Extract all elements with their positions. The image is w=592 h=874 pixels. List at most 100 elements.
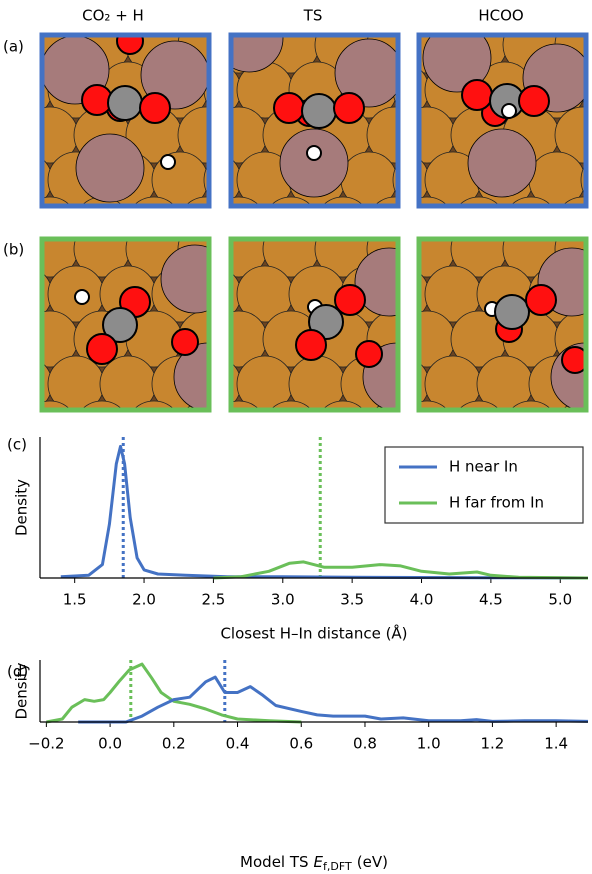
surface [0,0,260,208]
cu-atom [0,107,26,163]
image-border [228,236,401,413]
image-border [39,32,212,209]
h-atom [306,145,322,161]
cu-atom [185,446,241,502]
cu-atom [366,106,400,164]
x-tick-label: 1.2 [480,735,504,753]
chart: (d)Density Model TS Ef,DFT (eV) −0.2 0.0 0.2 0.… [7,660,589,874]
x-tick-label: 0.4 [226,735,250,753]
cu-atom [0,311,26,367]
o-atom [171,328,199,356]
x-tick-label: 0.6 [289,735,313,753]
o-atom [86,333,118,365]
structure-image [185,236,401,502]
column-header: TS [303,7,323,25]
y-axis-label: Density [13,479,31,536]
surface [185,237,400,502]
in-atom [229,33,284,73]
cu-atom [554,106,588,164]
cu-atom [341,0,397,28]
density-line [60,444,589,580]
o-atom [333,92,365,124]
o-atom [273,92,305,124]
in-atom [354,247,400,317]
image-border [228,32,401,209]
x-tick-label: 4.5 [479,591,503,609]
x-tick-label: 3.5 [340,591,364,609]
in-atom [334,38,400,108]
in-atom [422,33,492,93]
panel-label: (a) [3,38,24,56]
panel-label: (c) [7,436,27,454]
o-atom [139,92,171,124]
y-axis-label: Density [13,662,31,719]
panel-label: (d) [7,663,28,681]
x-label-unit: (eV) [357,853,388,871]
cu-atom [237,446,293,502]
o-atom [561,346,588,374]
chart: (c) Density Closest H–In distance (Å) 1.5 2.… [7,436,589,643]
o-atom [355,340,383,368]
structure-image [0,236,312,502]
x-tick-label: 0.8 [353,735,377,753]
cu-atom [0,0,52,28]
column-header: CO₂ + H [82,7,144,25]
c-atom [494,294,530,330]
x-tick-label: −0.2 [28,735,64,753]
x-tick-label: 2.0 [132,591,156,609]
panel-label: (b) [3,241,24,259]
density-line [213,560,589,580]
structure-image [373,0,592,209]
x-tick-label: 0.2 [162,735,186,753]
structure-image [416,236,589,413]
cu-atom [256,446,312,502]
in-atom [75,133,145,203]
o-atom [116,33,144,55]
x-tick-label: 2.5 [201,591,225,609]
cu-atom [204,446,260,502]
cu-atom [152,446,208,502]
structure-image [0,0,260,209]
o-atom [518,85,550,117]
cu-atom [152,0,208,28]
cu-atom [237,0,293,28]
density-line [46,662,302,724]
cu-atom [581,0,592,28]
cu-atom [289,446,345,502]
h-atom [160,154,176,170]
cu-atom [373,0,429,28]
cu-atom [48,446,104,502]
cu-atom [204,0,260,28]
density-charts: (c) Density Closest H–In distance (Å) 1.5 2.… [7,436,589,874]
cu-atom [177,106,211,164]
x-tick-label: 1.5 [63,591,87,609]
in-atom [279,128,349,198]
surface [373,0,592,208]
o-atom [461,79,493,111]
image-border [416,32,589,209]
x-tick-label: 5.0 [548,591,572,609]
x-label-symbol: E [314,853,324,871]
density-line [78,675,589,724]
image-border [416,236,589,413]
legend-label: H near In [449,458,518,476]
cu-atom [393,0,449,28]
structure-images [0,0,592,502]
o-atom [525,284,557,316]
surface [417,237,588,412]
cu-atom [529,0,585,28]
legend-label: H far from In [449,494,544,512]
cu-atom [185,0,241,28]
x-tick-label: 0.0 [98,735,122,753]
x-label-subscript: f,DFT [323,860,352,873]
o-atom [295,329,327,361]
x-axis-label: Model TS Ef,DFT (eV) [240,853,388,874]
o-atom [334,284,366,316]
legend-box [384,446,584,524]
c-atom [301,93,337,129]
surface [0,237,312,502]
x-tick-label: 1.4 [544,735,568,753]
structure-image [185,0,449,209]
h-atom [74,289,90,305]
